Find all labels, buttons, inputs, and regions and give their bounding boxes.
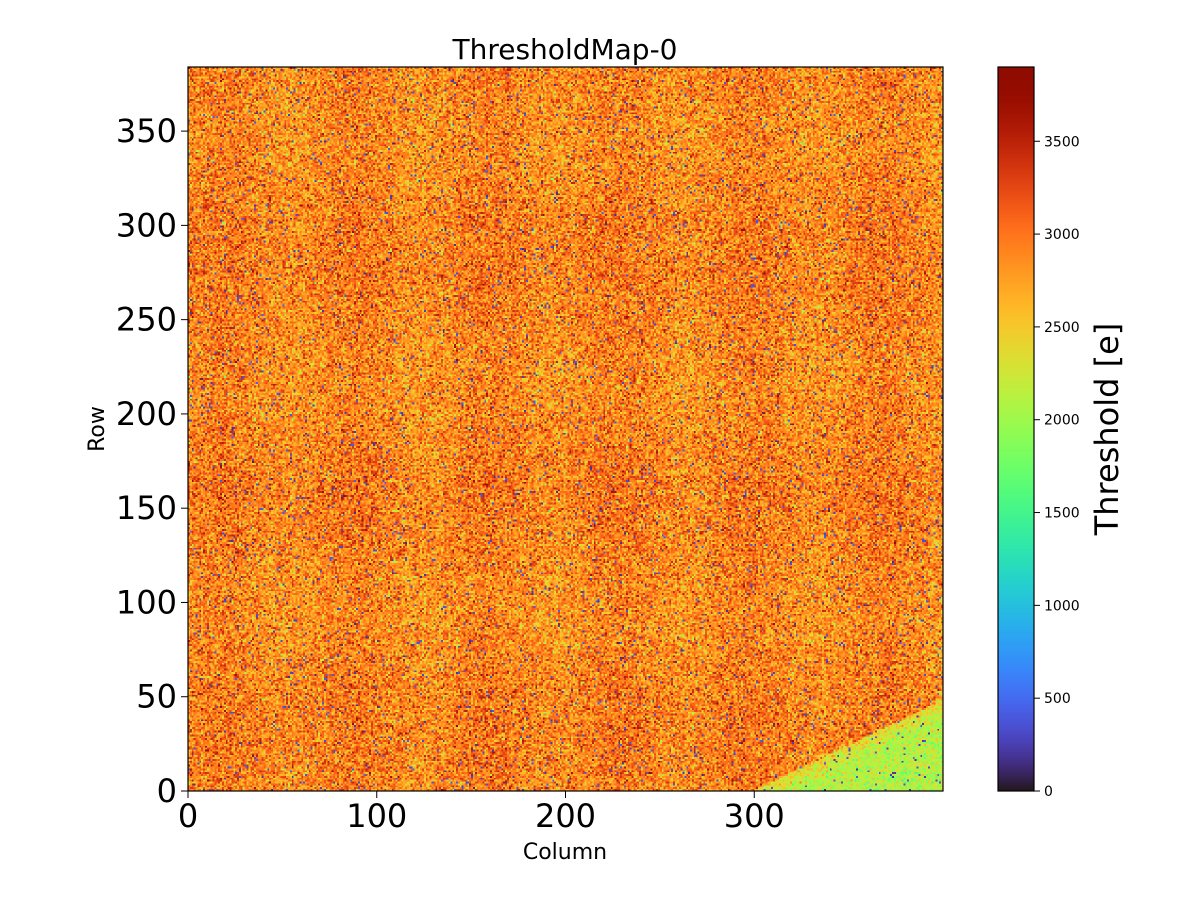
y-tick-label: 50 — [136, 678, 177, 716]
colorbar-frame — [997, 66, 1035, 792]
x-axis-label: Column — [523, 840, 607, 865]
y-tick-label: 0 — [157, 772, 177, 810]
x-tick-label: 100 — [346, 797, 407, 835]
plot-frame — [187, 66, 944, 792]
y-tick-label: 100 — [116, 583, 177, 621]
colorbar-tick-label: 2500 — [1044, 320, 1080, 336]
threshold-heatmap — [188, 67, 943, 791]
colorbar-tick-label: 500 — [1044, 691, 1071, 707]
colorbar-tick-label: 3500 — [1044, 134, 1080, 150]
colorbar-label: Threshold [e] — [1088, 323, 1126, 537]
colorbar-tick-label: 0 — [1044, 784, 1053, 800]
colorbar-tick-label: 2000 — [1044, 413, 1080, 429]
colorbar — [998, 67, 1034, 791]
colorbar-tick-label: 1000 — [1044, 598, 1080, 614]
x-tick-label: 0 — [178, 797, 198, 835]
y-tick-label: 200 — [116, 395, 177, 433]
y-tick-label: 350 — [116, 112, 177, 150]
x-tick-label: 200 — [535, 797, 596, 835]
y-axis-label: Row — [85, 406, 110, 452]
colorbar-tick-label: 1500 — [1044, 506, 1080, 522]
y-tick-label: 250 — [116, 301, 177, 339]
chart-title: ThresholdMap-0 — [452, 33, 678, 66]
y-tick-label: 300 — [116, 206, 177, 244]
y-tick-label: 150 — [116, 489, 177, 527]
colorbar-tick-label: 3000 — [1044, 227, 1080, 243]
x-tick-label: 300 — [724, 797, 785, 835]
